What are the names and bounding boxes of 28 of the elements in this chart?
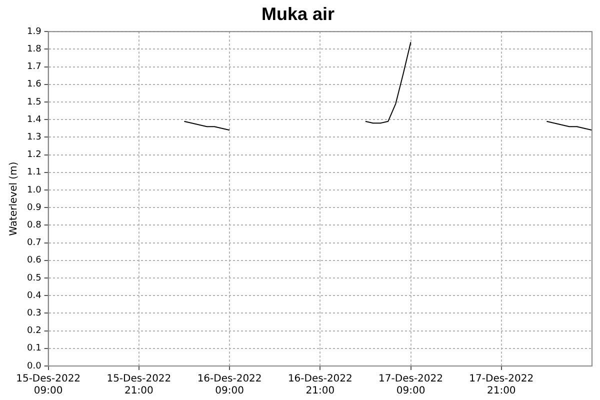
chart-title: Muka air [261, 4, 335, 24]
y-tick-label: 0.1 [26, 344, 42, 354]
y-tick-label: 1.0 [26, 185, 42, 196]
y-tick-label: 1.6 [26, 80, 42, 90]
y-tick-label: 1.4 [26, 114, 42, 125]
y-tick-label: 1.9 [26, 26, 42, 37]
y-tick-label: 0.4 [26, 290, 42, 301]
y-tick-label: 0.0 [26, 361, 42, 372]
y-tick-label: 1.8 [26, 44, 42, 55]
y-tick-label: 0.5 [26, 273, 42, 284]
y-tick-label: 0.3 [26, 308, 42, 319]
x-tick-label: 15-Des-2022 09:00 [16, 374, 81, 397]
y-tick-label: 0.7 [26, 238, 42, 248]
y-axis-title: Waterlevel (m) [8, 162, 20, 236]
y-tick-label: 1.5 [26, 97, 42, 108]
x-tick-label: 16-Des-2022 09:00 [197, 374, 262, 397]
y-tick-label: 0.2 [26, 326, 42, 336]
y-tick-label: 1.3 [26, 132, 42, 143]
x-tick-label: 17-Des-2022 09:00 [378, 374, 443, 397]
y-tick-label: 1.1 [26, 168, 42, 178]
y-tick-label: 0.9 [26, 202, 42, 213]
y-tick-label: 1.2 [26, 150, 42, 160]
x-tick-label: 17-Des-2022 21:00 [469, 374, 534, 397]
x-tick-label: 15-Des-2022 21:00 [106, 374, 172, 397]
y-tick-label: 0.6 [26, 256, 42, 266]
x-tick-label: 16-Des-2022 21:00 [288, 374, 352, 397]
y-tick-label: 0.8 [26, 220, 42, 231]
y-tick-label: 1.7 [26, 62, 42, 72]
